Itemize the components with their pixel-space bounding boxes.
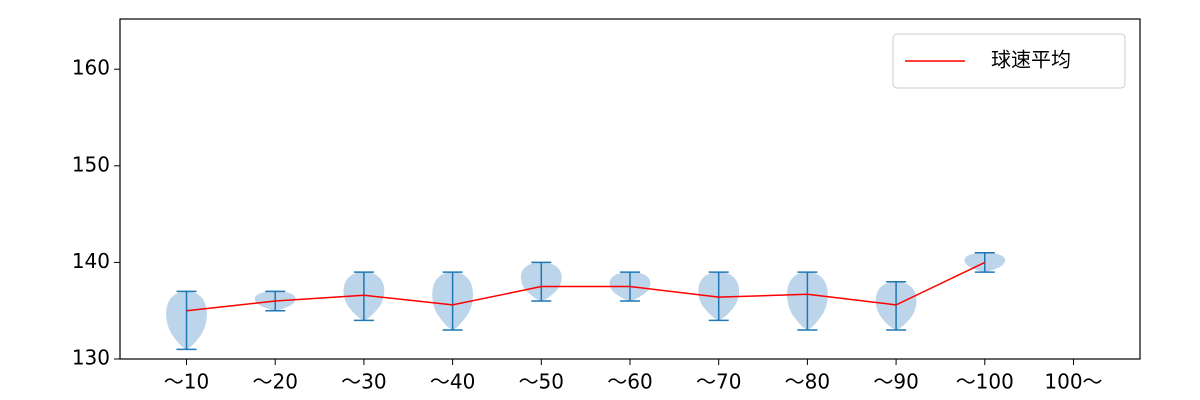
x-tick-label: ～40 [430, 370, 475, 394]
x-tick-label: ～60 [607, 370, 652, 394]
x-tick-label: ～80 [785, 370, 830, 394]
x-tick-label: 100～ [1044, 370, 1102, 394]
x-tick-label: ～90 [873, 370, 918, 394]
y-tick-label: 160 [72, 56, 110, 80]
x-tick-label: ～30 [341, 370, 386, 394]
y-tick-label: 140 [72, 249, 110, 273]
x-tick-label: ～50 [519, 370, 564, 394]
x-tick-label: ～100 [956, 370, 1014, 394]
x-tick-label: ～10 [164, 370, 209, 394]
legend-label: 球速平均 [991, 48, 1071, 72]
legend-box [892, 33, 1126, 89]
y-tick-label: 130 [72, 346, 110, 370]
mean-line [186, 261, 986, 312]
x-tick-label: ～70 [696, 370, 741, 394]
x-tick-label: ～20 [252, 370, 297, 394]
y-tick-label: 150 [72, 152, 110, 176]
